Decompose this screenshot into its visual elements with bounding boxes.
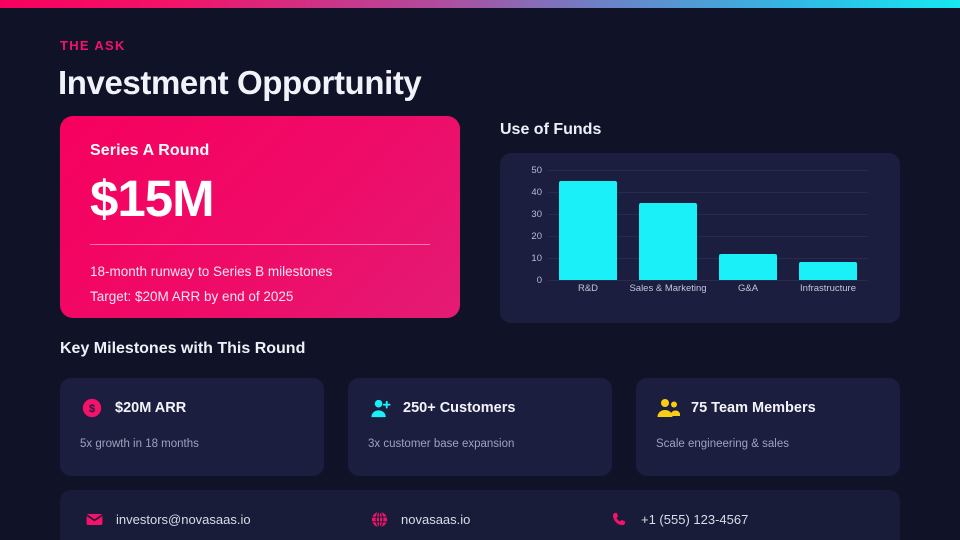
- milestones-heading: Key Milestones with This Round: [60, 340, 306, 357]
- top-accent-bar: [0, 0, 960, 8]
- chart-bar-slot: [708, 170, 788, 280]
- globe-icon: [369, 509, 389, 529]
- chart-bars: [548, 170, 868, 280]
- chart-bar[interactable]: [799, 262, 857, 280]
- contact-email[interactable]: investors@novasaas.io: [60, 509, 345, 529]
- milestone-subtitle: 5x growth in 18 months: [80, 438, 199, 450]
- ask-card: Series A Round $15M 18-month runway to S…: [60, 116, 460, 318]
- milestone-subtitle: 3x customer base expansion: [368, 438, 515, 450]
- page-title: Investment Opportunity: [58, 64, 422, 101]
- people-icon: [656, 396, 680, 420]
- milestones-row: $ $20M ARR 5x growth in 18 months 250+ C…: [60, 378, 900, 476]
- chart-gridline: [548, 236, 868, 237]
- chart-x-tick-label: Sales & Marketing: [629, 283, 707, 294]
- chart-bar-slot: [628, 170, 708, 280]
- milestone-title: 250+ Customers: [403, 400, 516, 416]
- chart-bar[interactable]: [559, 181, 617, 280]
- chart-y-tick-label: 20: [531, 231, 542, 242]
- chart-y-tick-label: 50: [531, 165, 542, 176]
- chart-gridline: [548, 192, 868, 193]
- chart-bar-slot: [548, 170, 628, 280]
- chart-y-tick-label: 40: [531, 187, 542, 198]
- ask-card-note-2: Target: $20M ARR by end of 2025: [90, 289, 294, 305]
- contact-website-text: novasaas.io: [401, 511, 471, 527]
- use-of-funds-chart-panel: 50 40 30 20 10 0 R&D Sales & Marketing G&A Infra…: [500, 153, 900, 323]
- ask-card-label: Series A Round: [90, 142, 210, 159]
- chart-gridline: [548, 170, 868, 171]
- milestone-card: 250+ Customers 3x customer base expansio…: [348, 378, 612, 476]
- milestone-title: 75 Team Members: [691, 400, 816, 416]
- chart-bar-slot: [788, 170, 868, 280]
- contact-phone[interactable]: +1 (555) 123-4567: [585, 509, 865, 529]
- chart-gridline: [548, 258, 868, 259]
- contact-phone-text: +1 (555) 123-4567: [641, 511, 749, 527]
- chart-bar[interactable]: [719, 253, 777, 280]
- milestone-title: $20M ARR: [115, 400, 187, 416]
- chart-x-tick-label: R&D: [577, 283, 599, 294]
- chart-x-tick-label: G&A: [737, 283, 759, 294]
- chart-y-tick-label: 0: [536, 275, 542, 286]
- chart-gridline: [548, 280, 868, 281]
- milestone-card: $ $20M ARR 5x growth in 18 months: [60, 378, 324, 476]
- chart-x-tick-label: Infrastructure: [800, 283, 856, 294]
- chart-y-tick-label: 10: [531, 253, 542, 264]
- chart-title: Use of Funds: [500, 121, 602, 138]
- svg-text:$: $: [89, 403, 95, 415]
- chart-y-tick-label: 30: [531, 209, 542, 220]
- footer-contact-bar: investors@novasaas.io novasaas.io +1 (55…: [60, 490, 900, 540]
- chart-plot-area: 50 40 30 20 10 0: [531, 165, 868, 286]
- dollar-circle-icon: $: [80, 396, 104, 420]
- ask-card-divider: [90, 243, 430, 245]
- milestone-subtitle: Scale engineering & sales: [656, 438, 789, 450]
- chart-x-axis-labels: R&D Sales & Marketing G&A Infrastructure: [548, 283, 868, 294]
- milestone-card: 75 Team Members Scale engineering & sale…: [636, 378, 900, 476]
- contact-website[interactable]: novasaas.io: [345, 509, 585, 529]
- ask-card-note-1: 18-month runway to Series B milestones: [90, 263, 333, 279]
- slide-canvas: THE ASK Investment Opportunity Series A …: [0, 8, 960, 540]
- user-plus-icon: [368, 396, 392, 420]
- ask-card-amount: $15M: [90, 170, 215, 227]
- section-eyebrow: THE ASK: [60, 38, 126, 53]
- chart-bar[interactable]: [639, 203, 697, 280]
- chart-gridline: [548, 214, 868, 215]
- envelope-icon: [84, 509, 104, 529]
- contact-email-text: investors@novasaas.io: [116, 511, 251, 527]
- phone-icon: [609, 509, 629, 529]
